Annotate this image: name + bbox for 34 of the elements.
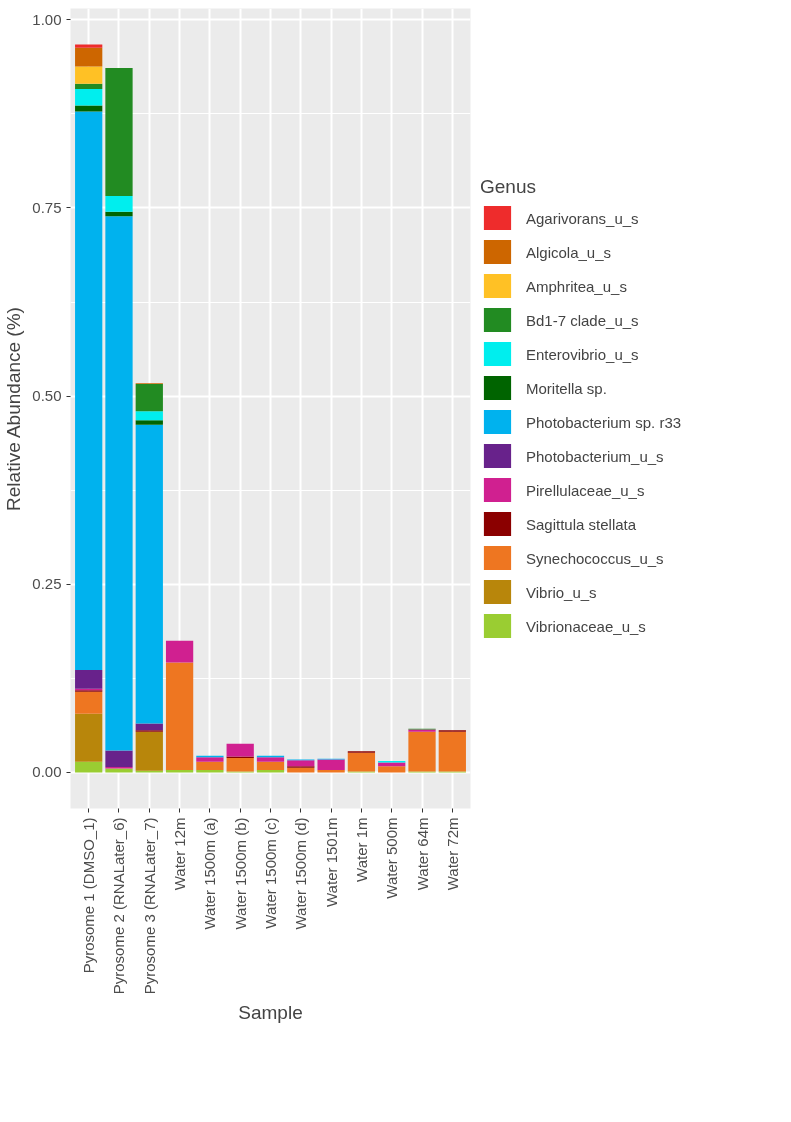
- x-tick-label: Water 1500m (d): [292, 817, 310, 930]
- legend-label: Amphritea_u_s: [526, 277, 627, 294]
- y-tick-label: 0.50: [32, 387, 62, 405]
- x-tick-label: Pyrosome 2 (RNALater_6): [110, 817, 128, 995]
- legend-label: Photobacterium_u_s: [526, 447, 664, 464]
- y-tick-label: 0.00: [32, 763, 62, 781]
- x-tick-label: Water 64m: [413, 817, 431, 891]
- x-tick-label: Pyrosome 3 (RNALater_7): [140, 817, 158, 995]
- legend-label: Photobacterium sp. r33: [526, 413, 682, 430]
- y-axis-title: Relative Abundance (%): [3, 307, 25, 511]
- y-tick-label: 0.75: [32, 198, 62, 216]
- x-tick-label: Water 1500m (b): [231, 817, 249, 930]
- y-tick-label: 1.00: [32, 10, 62, 28]
- x-tick-label: Water 1501m: [322, 817, 340, 907]
- legend-label: Moritella sp.: [526, 379, 607, 396]
- x-tick-label: Water 1m: [352, 817, 370, 882]
- legend-label: Algicola_u_s: [526, 243, 612, 260]
- x-tick-label: Water 72m: [443, 817, 461, 891]
- legend-label: Agarivorans_u_s: [526, 209, 639, 226]
- x-axis-title: Sample: [238, 1002, 303, 1024]
- x-tick-label: Water 1500m (c): [262, 817, 279, 929]
- x-tick-label: Pyrosome 1 (DMSO_1): [80, 817, 98, 974]
- legend-label: Sagittula stellata: [526, 515, 637, 532]
- legend-label: Pirellulaceae_u_s: [526, 481, 645, 498]
- legend-label: Vibrionaceae_u_s: [526, 617, 646, 634]
- x-tick-label: Water 500m: [383, 817, 401, 899]
- x-tick-label: Water 1500m (a): [201, 817, 219, 930]
- legend-label: Enterovibrio_u_s: [526, 345, 639, 362]
- y-tick-label: 0.25: [32, 575, 62, 593]
- legend-label: Bd1-7 clade_u_s: [526, 311, 639, 328]
- legend-title: Genus: [480, 175, 537, 198]
- x-tick-label: Water 12m: [171, 817, 189, 891]
- legend-label: Synechococcus_u_s: [526, 549, 664, 566]
- legend-label: Vibrio_u_s: [526, 583, 597, 600]
